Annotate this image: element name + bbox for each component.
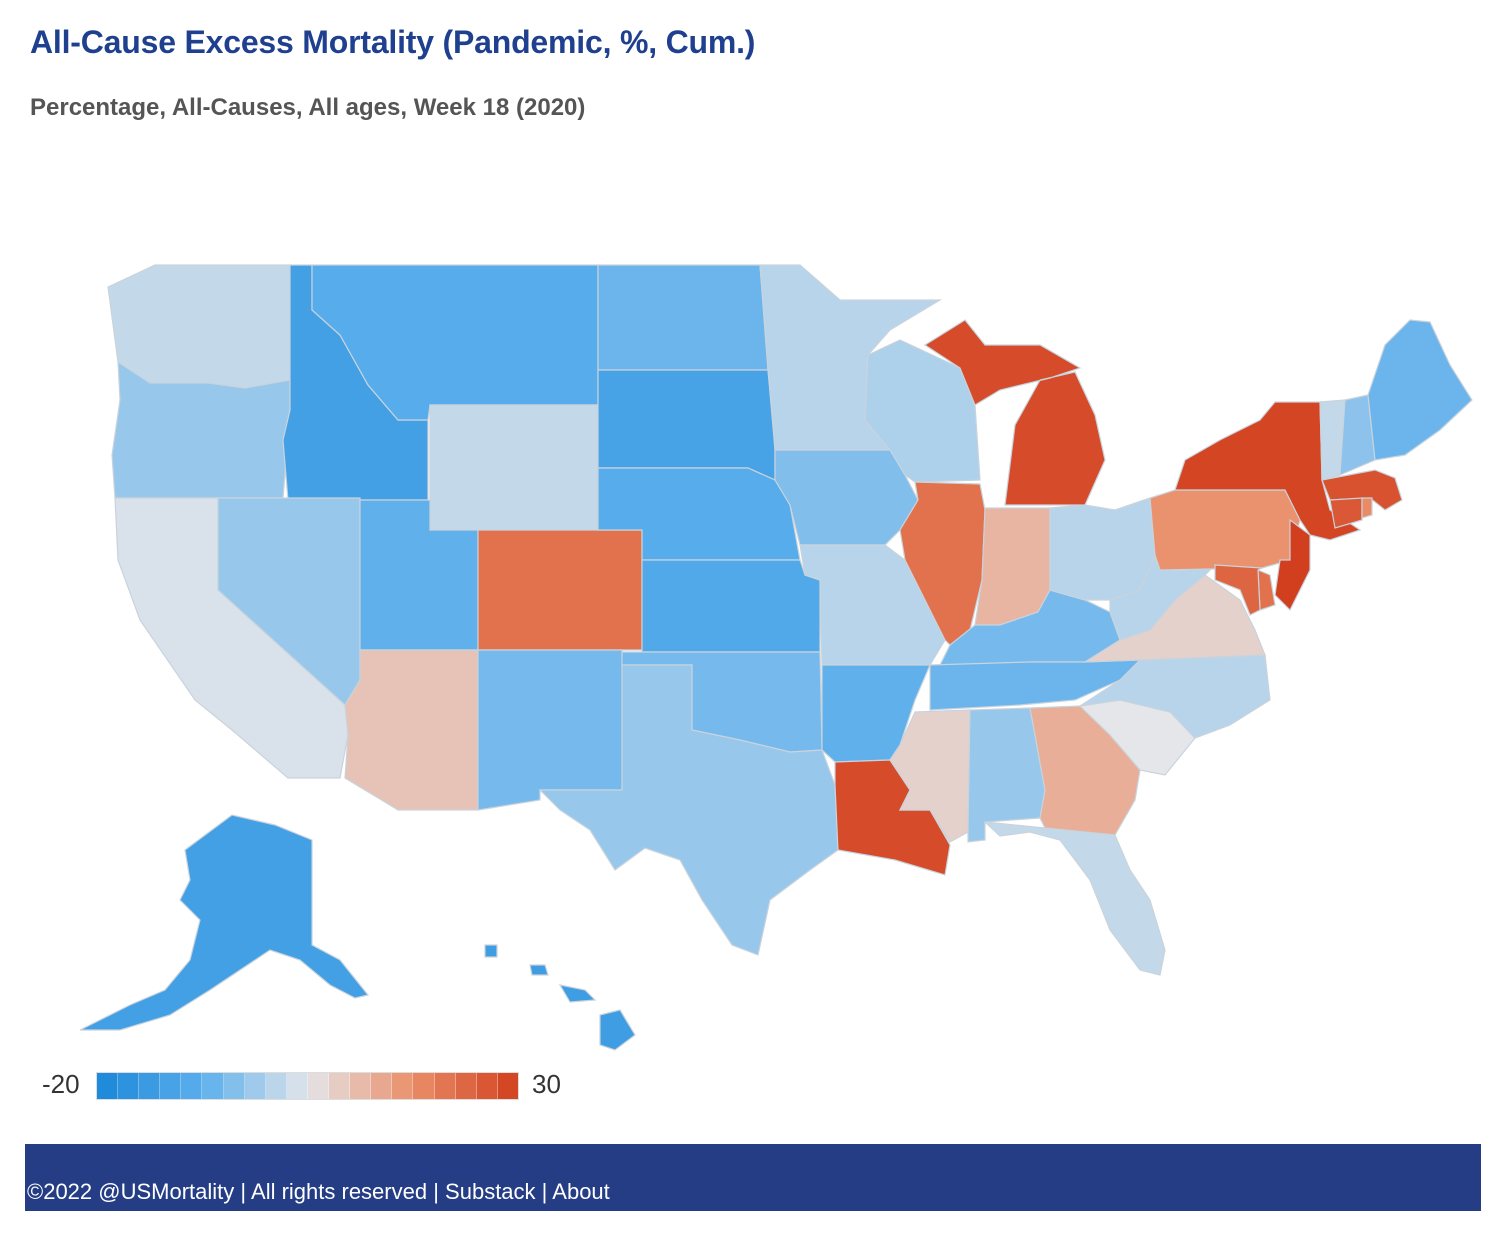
legend-color-cell <box>455 1073 477 1099</box>
state-ks[interactable]: Kansas: -9% <box>641 559 821 653</box>
us-choropleth-map: Washington: 2%Oregon: -2%California: 4%I… <box>79 264 1473 1051</box>
legend-color-cell <box>329 1073 351 1099</box>
state-co[interactable]: Colorado: 22% <box>477 529 643 651</box>
legend-color-cell <box>307 1073 330 1099</box>
state-ct[interactable]: Connecticut: 26% <box>1329 497 1363 529</box>
state-wy[interactable]: Wyoming: 2% <box>429 404 599 531</box>
state-nm[interactable]: New Mexico: -5% <box>477 649 623 811</box>
state-pa[interactable]: Pennsylvania: 17% <box>1149 489 1301 571</box>
chart-title: All-Cause Excess Mortality (Pandemic, %,… <box>30 24 756 60</box>
footer-copyright: ©2022 @USMortality <box>27 1179 235 1204</box>
state-hi[interactable]: Hawaii: -13% <box>484 944 636 1051</box>
about-link[interactable]: About <box>552 1179 610 1204</box>
legend-color-cell <box>160 1073 182 1099</box>
legend-color-cell <box>392 1073 414 1099</box>
state-ia[interactable]: Iowa: -4% <box>774 449 919 546</box>
footer-separator: | <box>234 1179 252 1204</box>
legend-color-cell <box>265 1073 287 1099</box>
state-fl[interactable]: Florida: 2% <box>983 821 1166 976</box>
legend-color-scale <box>96 1072 519 1100</box>
legend-color-cell <box>181 1073 203 1099</box>
state-wa[interactable]: Washington: 2% <box>107 264 291 389</box>
legend-color-cell <box>350 1073 372 1099</box>
footer-separator: | <box>535 1179 553 1204</box>
state-in[interactable]: Indiana: 12% <box>974 507 1051 626</box>
legend-color-cell <box>413 1073 435 1099</box>
state-ri[interactable]: Rhode Island: 18% <box>1361 497 1373 519</box>
substack-link[interactable]: Substack <box>445 1179 536 1204</box>
legend-color-cell <box>118 1073 140 1099</box>
chart-subtitle: Percentage, All-Causes, All ages, Week 1… <box>30 94 586 121</box>
state-tx[interactable]: Texas: -2% <box>538 664 839 956</box>
state-az[interactable]: Arizona: 10% <box>344 649 479 811</box>
state-nd[interactable]: North Dakota: -6% <box>597 264 769 371</box>
footer-separator: | <box>427 1179 446 1204</box>
legend-min-label: -20 <box>42 1069 80 1099</box>
footer-bar: ©2022 @USMortality | All rights reserved… <box>25 1144 1481 1211</box>
state-ny[interactable]: New York: 29% <box>1174 401 1362 541</box>
legend-color-cell <box>202 1073 224 1099</box>
legend-color-cell <box>476 1073 498 1099</box>
state-mn[interactable]: Minnesota: 1% <box>759 264 943 451</box>
state-de[interactable]: Delaware: 22% <box>1257 569 1276 611</box>
legend-color-cell <box>434 1073 456 1099</box>
legend-color-cell <box>223 1073 245 1099</box>
state-oh[interactable]: Ohio: 1% <box>1049 497 1156 601</box>
state-il[interactable]: Illinois: 22% <box>899 481 986 646</box>
legend-color-cell <box>244 1073 266 1099</box>
legend-color-cell <box>497 1073 518 1099</box>
legend-color-cell <box>286 1073 308 1099</box>
footer-rights: All rights reserved <box>251 1179 428 1204</box>
state-wi[interactable]: Wisconsin: 0% <box>864 339 981 483</box>
state-nj[interactable]: New Jersey: 30% <box>1274 518 1311 612</box>
legend-color-cell <box>371 1073 393 1099</box>
state-mo[interactable]: Missouri: 1% <box>799 544 946 666</box>
state-ak[interactable]: Alaska: -12% <box>79 814 370 1031</box>
state-sd[interactable]: South Dakota: -11% <box>597 369 776 481</box>
legend-color-cell <box>139 1073 161 1099</box>
state-me[interactable]: Maine: -6% <box>1367 319 1473 461</box>
legend-color-cell <box>97 1073 119 1099</box>
state-md[interactable]: Maryland: 24% <box>1214 564 1265 616</box>
legend-max-label: 30 <box>532 1069 561 1099</box>
state-mi[interactable]: Michigan: 28% <box>923 319 1106 506</box>
footer-links: ©2022 @USMortality | All rights reserved… <box>27 1179 610 1205</box>
